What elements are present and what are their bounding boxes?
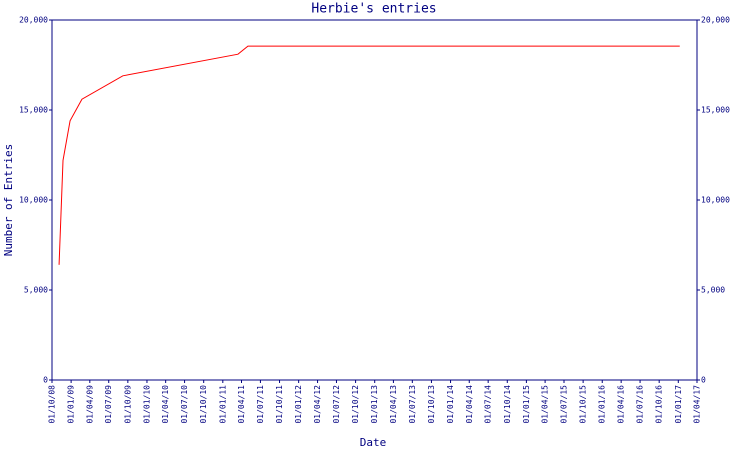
x-tick-label: 01/01/14 [446,385,455,424]
y-tick-label: 5,000 [24,286,48,295]
x-tick-label: 01/10/11 [275,385,284,424]
x-tick-label: 01/07/16 [636,385,645,424]
x-tick-label: 01/10/10 [199,385,208,424]
x-tick-label: 01/01/12 [294,385,303,424]
x-tick-label: 01/10/08 [48,385,57,424]
y-tick-label: 15,000 [19,106,48,115]
x-tick-label: 01/04/09 [85,385,94,424]
x-tick-label: 01/04/16 [617,385,626,424]
y-tick-label: 20,000 [19,16,48,25]
y-tick-label: 10,000 [19,196,48,205]
x-tick-label: 01/04/11 [237,385,246,424]
x-tick-label: 01/10/16 [655,385,664,424]
x-tick-label: 01/07/09 [104,385,113,424]
x-tick-label: 01/07/12 [332,385,341,424]
x-tick-label: 01/07/10 [180,385,189,424]
x-tick-label: 01/10/12 [351,385,360,424]
x-tick-label: 01/01/10 [142,385,151,424]
chart-title: Herbie's entries [311,2,436,17]
y2-tick-label: 5,000 [701,286,725,295]
x-tick-label: 01/01/17 [674,385,683,424]
x-tick-label: 01/10/15 [579,385,588,424]
x-tick-label: 01/07/13 [408,385,417,424]
x-axis-title: Date [360,436,387,449]
y-tick-label: 0 [43,376,48,385]
x-tick-label: 01/10/09 [123,385,132,424]
x-tick-label: 01/04/17 [693,385,702,424]
y2-tick-label: 10,000 [701,196,730,205]
y2-tick-label: 20,000 [701,16,730,25]
y2-tick-label: 0 [701,376,706,385]
x-tick-label: 01/04/13 [389,385,398,424]
y2-tick-label: 15,000 [701,106,730,115]
x-tick-label: 01/01/15 [522,385,531,424]
x-tick-label: 01/07/11 [256,385,265,424]
x-tick-label: 01/01/09 [67,385,76,424]
x-tick-label: 01/04/14 [465,385,474,424]
x-tick-label: 01/01/16 [598,385,607,424]
x-tick-label: 01/01/13 [370,385,379,424]
x-tick-label: 01/07/15 [560,385,569,424]
x-tick-label: 01/10/13 [427,385,436,424]
data-line [58,45,680,265]
x-tick-label: 01/07/14 [484,385,493,424]
x-tick-label: 01/04/10 [161,385,170,424]
y-axis-title: Number of Entries [2,144,15,257]
x-tick-label: 01/04/15 [541,385,550,424]
x-tick-label: 01/01/11 [218,385,227,424]
x-tick-label: 01/04/12 [313,385,322,424]
x-tick-label: 01/10/14 [503,385,512,424]
